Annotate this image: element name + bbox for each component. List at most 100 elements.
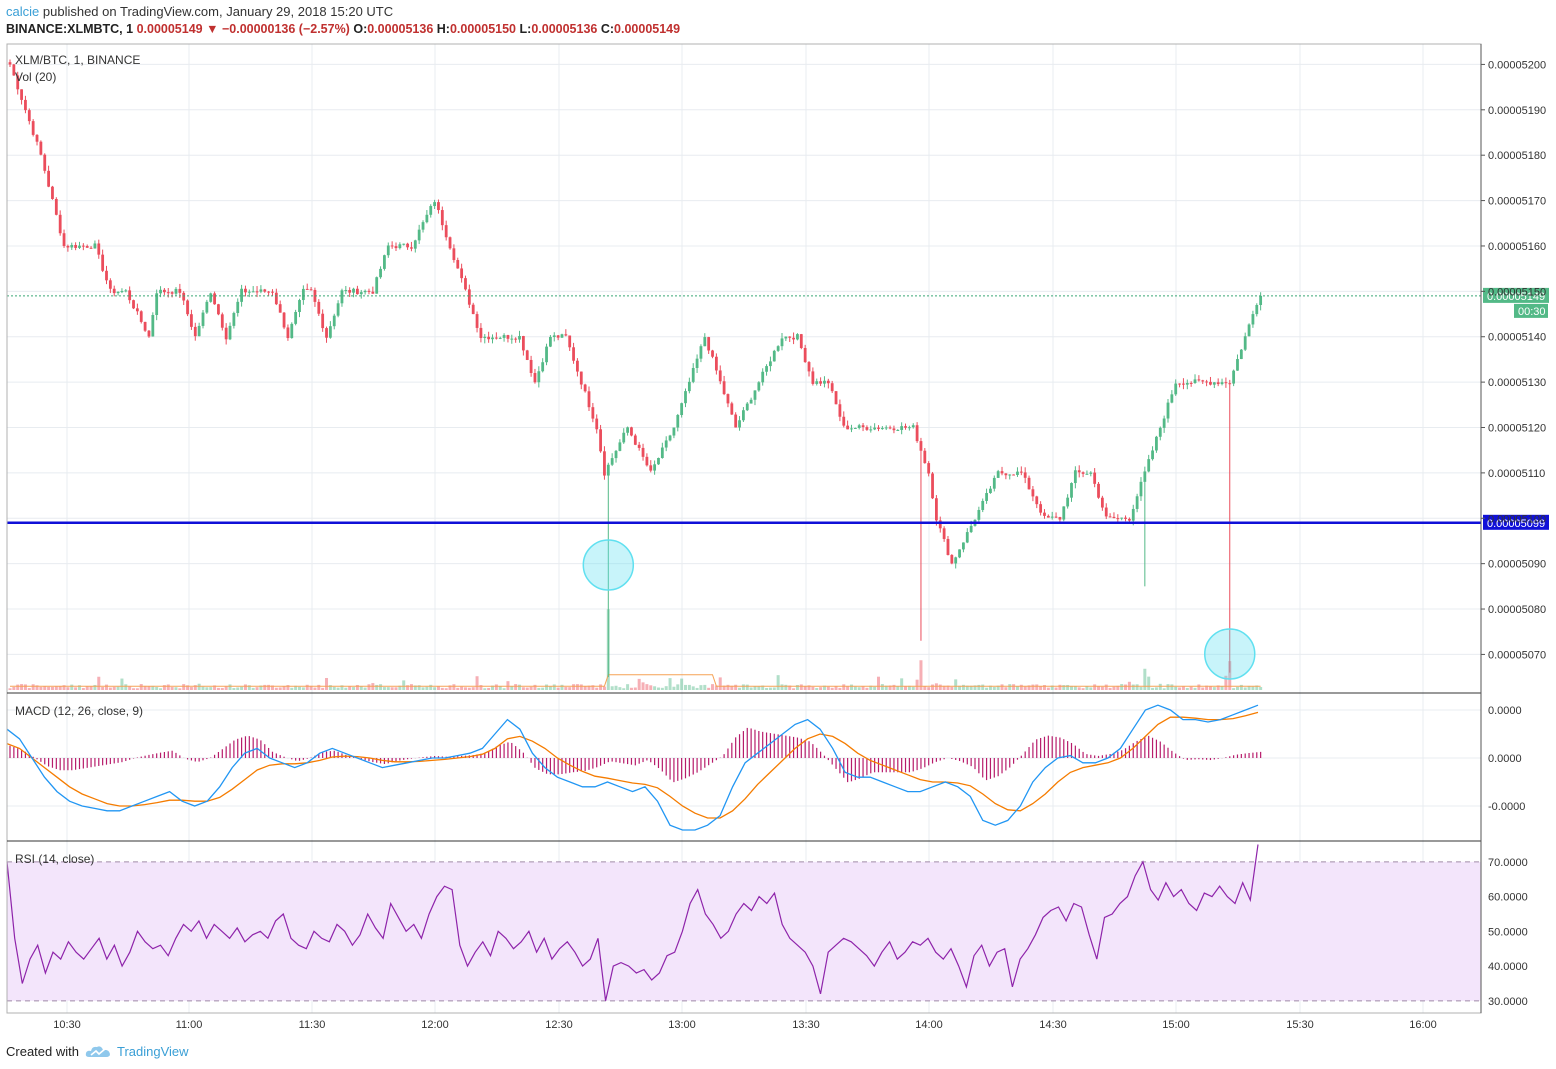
candle-body [942, 528, 946, 539]
volume-bar [838, 687, 842, 690]
volume-bar [730, 685, 734, 690]
candle-body [244, 288, 247, 293]
volume-bar [282, 686, 286, 690]
candle-body [201, 312, 205, 326]
candle-body [332, 315, 336, 327]
volume-bar [101, 687, 105, 690]
candle-body [630, 427, 633, 436]
rsi-band [7, 861, 1481, 1001]
candle-body [251, 291, 255, 293]
volume-bar [961, 684, 965, 690]
volume-bar [668, 678, 672, 690]
volume-bar [487, 687, 491, 690]
candle-body [807, 362, 811, 372]
volume-bar [969, 685, 973, 690]
volume-bar [174, 687, 178, 690]
tradingview-link[interactable]: TradingView [116, 1044, 189, 1059]
candle-body [738, 420, 741, 428]
volume-bar [54, 686, 58, 690]
candle-body [255, 291, 259, 293]
volume-bar [27, 688, 31, 690]
volume-bar [788, 685, 792, 690]
candle-body [174, 288, 178, 294]
volume-bar [1008, 684, 1012, 690]
volume-bar [85, 686, 89, 690]
volume-bar [896, 686, 900, 690]
countdown-label: 00:30 [1518, 306, 1546, 318]
volume-bar [707, 687, 711, 690]
close-value: 0.00005149 [614, 22, 681, 36]
volume-bar [884, 685, 888, 690]
candle-body [101, 254, 105, 271]
candle-body [375, 277, 379, 294]
volume-bar [402, 680, 406, 690]
volume-bar [236, 687, 240, 690]
candle-body [664, 440, 668, 448]
volume-bar [20, 684, 24, 690]
candle-body [784, 336, 788, 339]
volume-bar [151, 685, 155, 690]
volume-bar [16, 684, 20, 690]
candle-body [923, 450, 927, 464]
volume-bar [139, 684, 143, 690]
volume-bar [1255, 685, 1259, 690]
volume-bar [340, 685, 344, 690]
volume-bar [1131, 684, 1135, 690]
candle-body [745, 403, 749, 411]
volume-bar [529, 686, 533, 690]
volume-bar [992, 686, 996, 690]
x-tick-label: 15:00 [1162, 1019, 1190, 1031]
candle-body [1239, 349, 1243, 360]
rsi-line [6, 844, 1259, 1001]
candle-body [440, 210, 444, 226]
volume-bar [386, 687, 390, 690]
candle-body [205, 301, 209, 313]
candle-body [981, 500, 985, 510]
volume-bar [425, 686, 429, 690]
candle-body [938, 520, 942, 529]
candle-body [1147, 459, 1151, 472]
candle-body [1124, 517, 1127, 519]
volume-bar [1181, 686, 1185, 690]
candle-body [1023, 472, 1027, 478]
volume-bar [1247, 685, 1251, 690]
candle-body [564, 334, 568, 336]
volume-bar [622, 688, 626, 690]
volume-bar [1220, 686, 1224, 690]
candle-body [718, 370, 722, 382]
candle-body [695, 358, 699, 368]
volume-bar [1023, 686, 1027, 690]
volume-bar [965, 685, 969, 690]
candle-body [927, 463, 931, 474]
candle-body [780, 338, 784, 347]
chart-canvas[interactable]: 0.00005099 0.00005149 00:30 10:30 11:00 11:3… [0, 0, 1556, 1040]
volume-bar [819, 687, 823, 690]
candle-body [838, 404, 842, 417]
volume-bar [641, 682, 645, 690]
x-tick-label: 11:00 [176, 1019, 203, 1031]
candle-body [645, 456, 649, 466]
volume-bar [888, 685, 892, 690]
volume-bar [162, 685, 166, 690]
volume-bar [614, 685, 618, 690]
candle-body [1251, 314, 1255, 325]
candle-body [560, 334, 564, 338]
volume-bar [645, 684, 649, 690]
volume-bar [1193, 687, 1197, 690]
volume-bar [572, 684, 576, 690]
volume-bar [166, 684, 170, 690]
volume-bar [309, 685, 313, 690]
candle-body [919, 441, 923, 451]
volume-bar [653, 686, 657, 690]
volume-bar [155, 687, 159, 690]
author-link[interactable]: calcie [6, 4, 40, 19]
candle-body [633, 435, 637, 445]
volume-bar [977, 684, 981, 690]
candle-body [823, 380, 826, 384]
volume-bar [904, 686, 908, 690]
candle-body [1108, 516, 1112, 518]
volume-bar [525, 687, 529, 690]
volume-bar [880, 684, 884, 690]
candle-body [753, 390, 757, 400]
candle-body [730, 403, 734, 415]
